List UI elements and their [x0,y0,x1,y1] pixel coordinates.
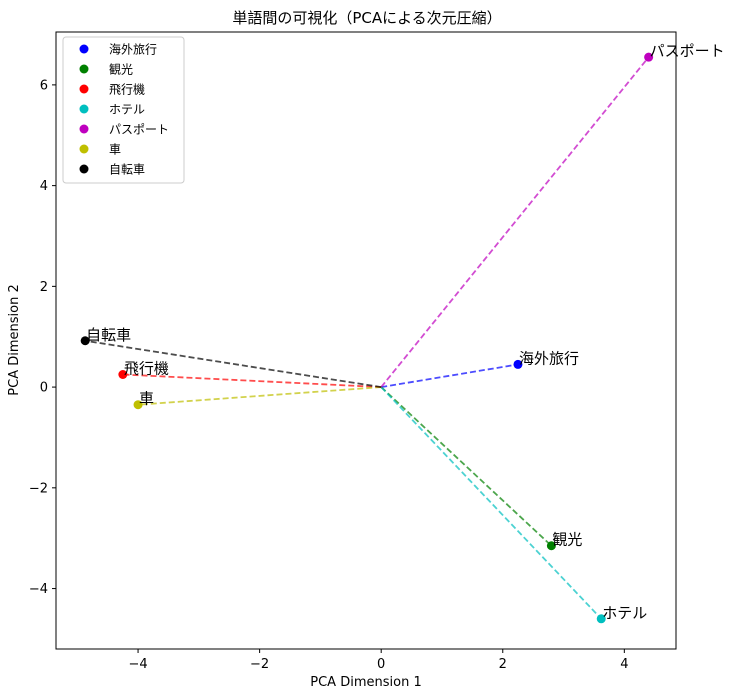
y-axis: −4 −2 0 2 4 6 [29,78,56,597]
y-tick-label: 2 [40,280,48,295]
point-label-2: 飛行機 [124,359,169,377]
y-tick-label: 4 [40,179,48,194]
legend-box [62,36,185,184]
origin-line-4 [380,56,650,388]
legend-marker-3 [79,104,89,114]
x-tick-label: 4 [620,657,628,672]
legend-marker-2 [79,84,89,94]
legend-marker-4 [79,124,89,134]
legend-label-1: 観光 [109,63,133,77]
x-tick-label: −2 [250,657,269,672]
y-axis-label: PCA Dimension 2 [7,284,22,395]
y-tick-label: −4 [29,582,48,597]
data-point-6 [80,336,90,346]
data-point-1 [546,541,556,551]
origin-line-2 [122,373,382,388]
origin-line-6 [85,339,382,388]
chart-title: 単語間の可視化（PCAによる次元圧縮） [232,9,501,27]
legend-label-0: 海外旅行 [109,42,157,57]
points-layer [80,52,654,624]
point-label-1: 観光 [552,531,582,549]
legend-marker-5 [79,144,89,154]
legend-label-3: ホテル [109,103,145,117]
x-axis: −4 −2 0 2 4 [128,649,628,672]
legend-marker-1 [79,64,89,74]
data-point-4 [644,52,654,62]
point-label-0: 海外旅行 [519,349,579,367]
data-point-3 [596,614,606,624]
data-point-5 [133,400,143,410]
legend-label-2: 飛行機 [109,82,145,97]
x-tick-label: 2 [499,657,507,672]
legend-marker-0 [79,44,89,54]
plot-area-frame [55,31,677,650]
origin-line-3 [380,386,602,620]
point-label-5: 車 [139,390,154,408]
legend-label-6: 自転車 [109,163,145,177]
legend-label-4: パスポート [109,123,169,137]
data-point-0 [513,359,523,369]
x-tick-label: 0 [377,657,385,672]
y-tick-label: 6 [40,78,48,93]
x-axis-label: PCA Dimension 1 [310,675,421,690]
point-label-4: パスポート [650,42,725,60]
origin-lines-layer [85,56,650,620]
point-label-3: ホテル [602,604,647,622]
legend-marker-6 [79,164,89,174]
origin-line-0 [381,363,519,388]
y-tick-label: −2 [29,481,48,496]
origin-line-5 [137,386,382,406]
x-tick-label: −4 [128,657,147,672]
data-point-2 [118,369,128,379]
legend-label-5: 車 [109,143,121,157]
y-tick-label: 0 [40,381,48,396]
point-label-6: 自転車 [86,326,131,344]
origin-line-1 [380,386,553,547]
